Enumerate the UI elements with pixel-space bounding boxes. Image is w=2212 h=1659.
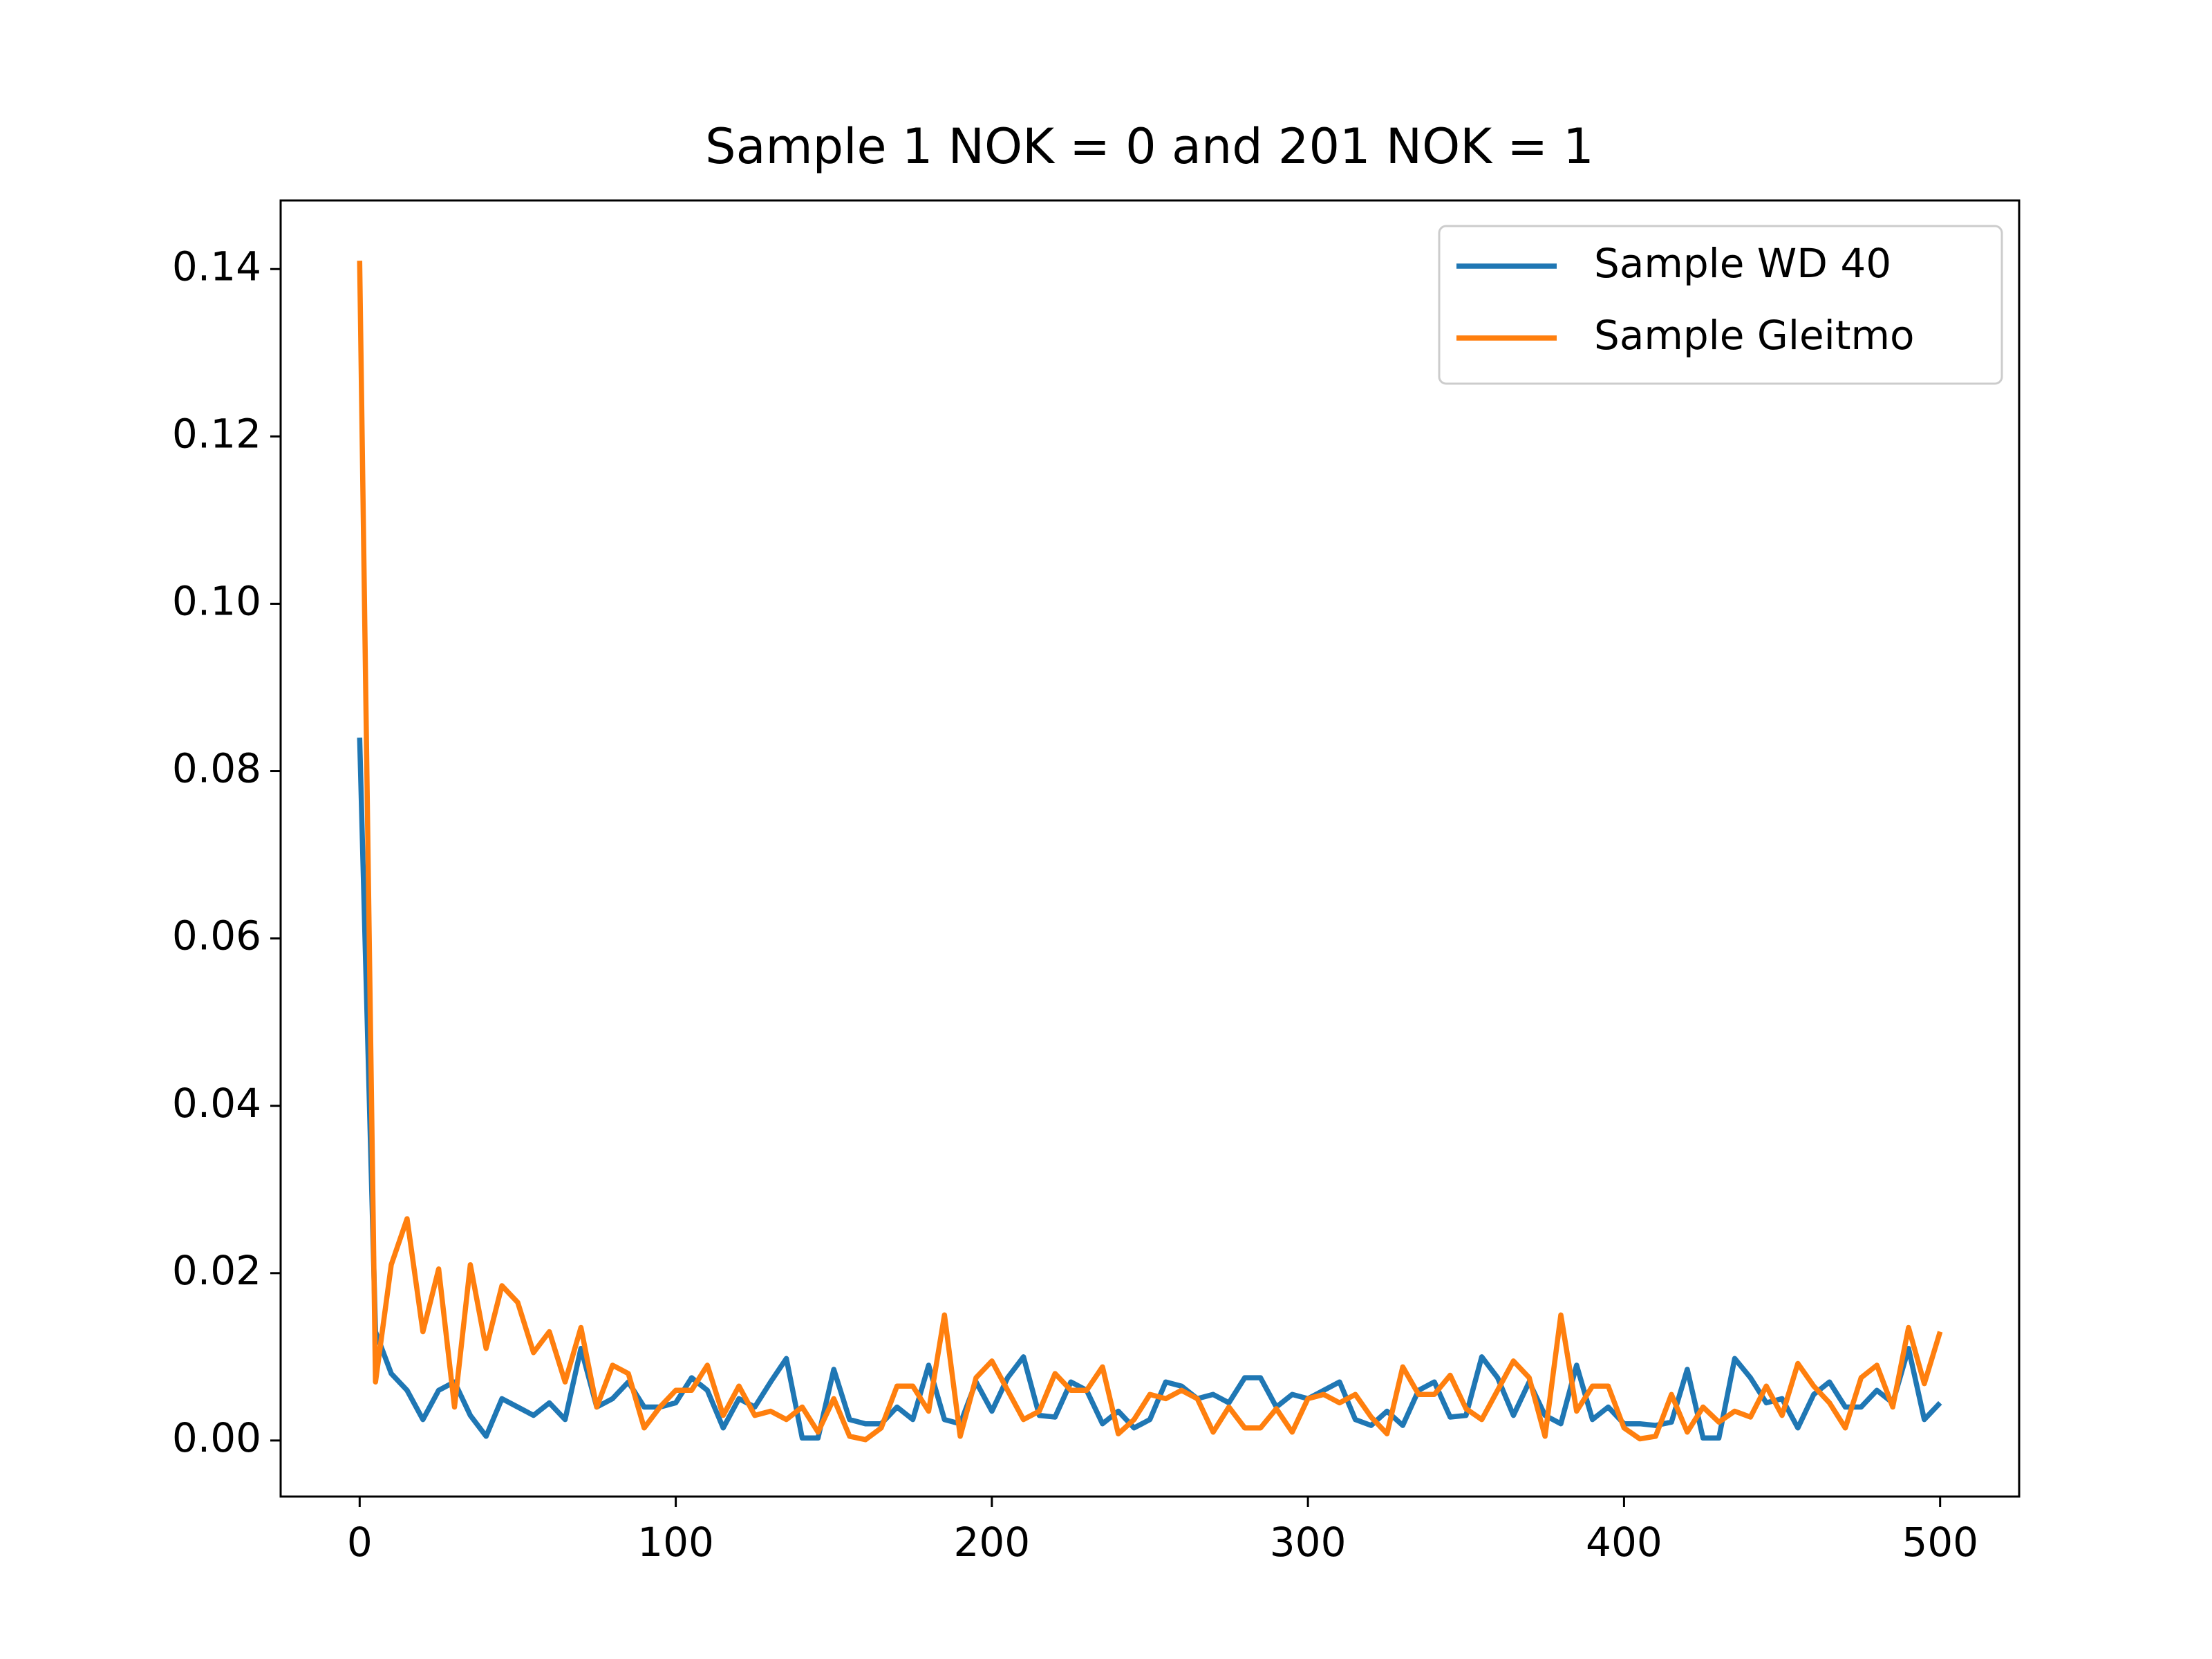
y-tick-label: 0.06: [172, 912, 261, 959]
legend-box: [1438, 225, 2003, 385]
plot-frame: [279, 199, 2021, 1498]
legend-label: Sample Gleitmo: [1594, 312, 1915, 359]
y-tick-label: 0.02: [172, 1247, 261, 1294]
data-line: [357, 261, 1943, 1443]
y-tick-label: 0.12: [172, 410, 261, 457]
x-tick-label: 300: [1270, 1519, 1347, 1566]
y-tick-label: 0.04: [172, 1080, 261, 1127]
y-tick-label: 0.10: [172, 578, 261, 625]
x-tick-label: 0: [347, 1519, 373, 1566]
x-tick-label: 200: [954, 1519, 1031, 1566]
x-tick-label: 400: [1586, 1519, 1662, 1566]
x-tick-label: 500: [1902, 1519, 1978, 1566]
y-tick-label: 0.00: [172, 1414, 261, 1461]
y-tick-label: 0.14: [172, 243, 261, 290]
legend-label: Sample WD 40: [1594, 240, 1891, 287]
y-tick-label: 0.08: [172, 745, 261, 792]
x-tick-label: 100: [637, 1519, 714, 1566]
chart-title: Sample 1 NOK = 0 and 201 NOK = 1: [705, 118, 1594, 175]
